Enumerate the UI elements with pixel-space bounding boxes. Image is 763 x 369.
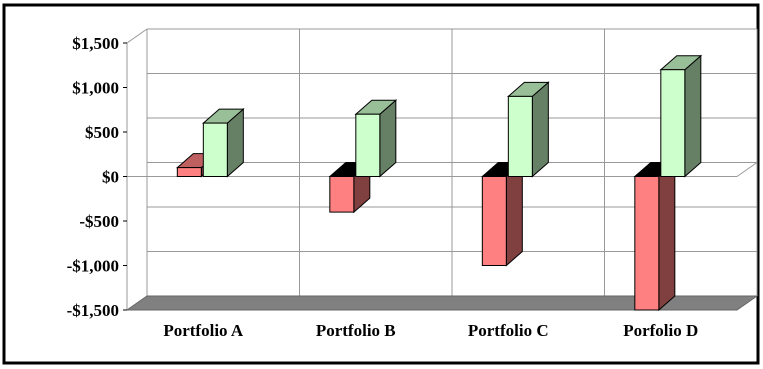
bar-front <box>176 167 202 178</box>
zero-line-edge <box>736 162 758 177</box>
bar-front <box>355 113 381 177</box>
x-category-label: Portfolio B <box>316 321 396 340</box>
y-tick-label: -$500 <box>79 212 119 231</box>
plot-area: $1,500 $1,000 $500 $0 -$500 -$1,000 -$1,500 Por… <box>67 28 759 340</box>
bar-gain <box>201 107 245 178</box>
bar-loss <box>480 161 524 267</box>
wall-edge <box>126 28 148 44</box>
chart-floor <box>125 295 759 311</box>
bar-loss <box>633 161 677 312</box>
bar-side <box>684 54 702 178</box>
bar-front <box>329 176 355 213</box>
x-category-label: Portfolio C <box>468 321 549 340</box>
y-tick-label: -$1,000 <box>67 257 119 276</box>
bar-front <box>507 95 533 177</box>
bar-front <box>481 176 507 266</box>
bar-side <box>531 81 549 178</box>
y-tick-label: $1,000 <box>72 79 119 98</box>
y-tick-label: $500 <box>85 123 119 142</box>
bar-front <box>634 176 660 311</box>
x-category-label: Portfolio A <box>163 321 244 340</box>
bar-front <box>660 69 686 177</box>
bar-gain <box>659 54 703 178</box>
y-tick-label: -$1,500 <box>67 301 119 320</box>
bar-gain <box>506 81 550 178</box>
y-tick-label: $0 <box>102 168 119 187</box>
bar-side <box>658 161 676 312</box>
x-category-label: Porfolio D <box>623 321 698 340</box>
bar-front <box>202 122 228 177</box>
bar-gain <box>354 99 398 178</box>
y-tick-label: $1,500 <box>72 34 119 53</box>
bar-side <box>505 161 523 267</box>
